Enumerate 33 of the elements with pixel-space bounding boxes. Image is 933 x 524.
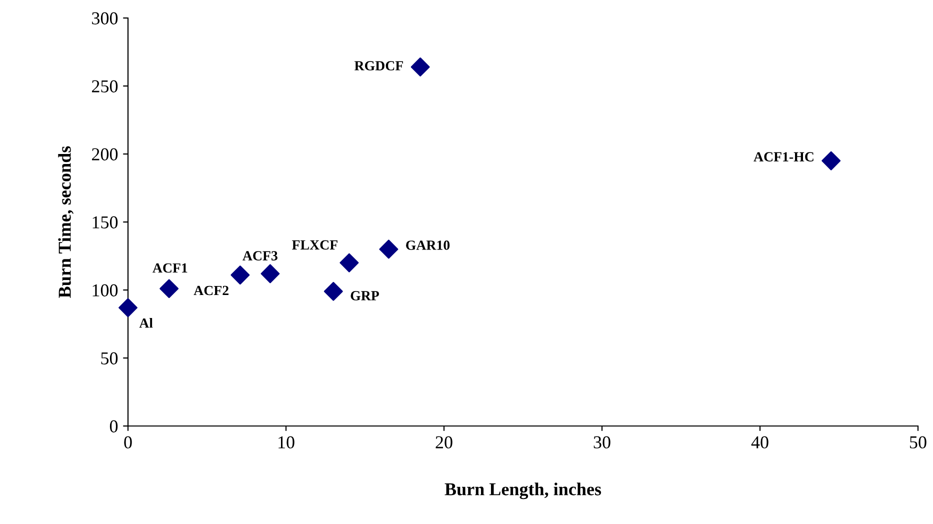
y-tick-label: 150: [92, 216, 118, 228]
annotation: ACF1-HC: [754, 152, 814, 162]
point: [379, 240, 398, 259]
x-tick-label: 10: [278, 436, 294, 448]
annotation: ACF3: [242, 251, 278, 260]
annotation: GAR10: [406, 240, 450, 250]
point: [160, 279, 179, 298]
annotation: ACF2: [194, 286, 228, 296]
annotation: GRP: [350, 291, 379, 300]
y-tick-label: 0: [110, 420, 118, 432]
x-tick-label: 0: [124, 436, 132, 448]
point: [822, 151, 841, 170]
x-tick-label: 40: [751, 436, 768, 448]
annotation: RGDCF: [354, 61, 403, 70]
annotation: Al: [139, 318, 153, 328]
point: [410, 57, 430, 76]
annotation: FLXCF: [292, 240, 338, 250]
x-tick-label: 50: [910, 436, 926, 448]
x-tick-label: 30: [594, 436, 610, 448]
point: [230, 266, 250, 285]
point: [118, 298, 138, 318]
y-tick-label: 300: [92, 12, 118, 24]
y-tick-label: 50: [101, 352, 118, 364]
y-axis-title: Burn Time, seconds: [58, 146, 74, 298]
x-axis-title: Burn Length, inches: [444, 482, 602, 500]
y-tick-label: 250: [92, 80, 118, 92]
annotation: ACF1: [152, 263, 188, 273]
point: [260, 264, 280, 284]
y-tick-label: 200: [92, 148, 118, 160]
point: [324, 282, 343, 301]
y-tick-label: 100: [92, 284, 118, 296]
x-tick-label: 20: [436, 436, 452, 448]
point: [340, 253, 359, 272]
